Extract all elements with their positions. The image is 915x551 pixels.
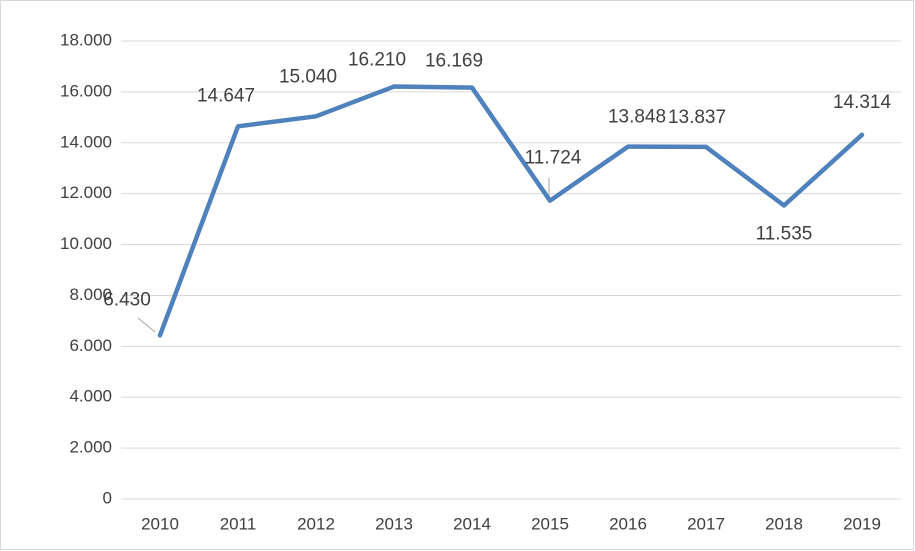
x-tick-label: 2010 xyxy=(141,514,179,533)
data-label: 16.169 xyxy=(425,51,483,72)
y-tick-label: 4.000 xyxy=(69,387,112,406)
data-label: 15.040 xyxy=(279,66,337,87)
x-tick-label: 2014 xyxy=(453,514,491,533)
y-tick-label: 12.000 xyxy=(60,183,112,202)
leader-line xyxy=(137,317,156,333)
y-tick-label: 10.000 xyxy=(60,234,112,253)
y-tick-label: 16.000 xyxy=(60,81,112,100)
y-tick-label: 2.000 xyxy=(69,438,112,457)
data-label: 13.837 xyxy=(668,107,726,128)
x-tick-label: 2016 xyxy=(609,514,647,533)
y-tick-label: 8.000 xyxy=(69,285,112,304)
x-tick-label: 2012 xyxy=(297,514,335,533)
x-tick-label: 2011 xyxy=(220,514,257,533)
x-tick-label: 2013 xyxy=(375,514,413,533)
y-tick-label: 6.000 xyxy=(69,336,112,355)
data-label: 16.210 xyxy=(348,50,406,71)
data-label: 11.535 xyxy=(756,224,813,245)
data-label: 11.724 xyxy=(525,148,582,169)
x-tick-label: 2017 xyxy=(687,514,725,533)
data-line xyxy=(157,84,865,338)
data-label: 14.314 xyxy=(833,92,892,113)
y-tick-label: 0 xyxy=(103,488,112,507)
x-tick-label: 2015 xyxy=(531,514,569,533)
data-label: 13.848 xyxy=(608,107,666,128)
data-label: 6.430 xyxy=(103,289,151,310)
x-tick-label: 2019 xyxy=(843,514,881,533)
y-tick-label: 14.000 xyxy=(60,132,112,151)
data-label: 14.647 xyxy=(197,85,255,106)
x-tick-label: 2018 xyxy=(765,514,803,533)
y-tick-label: 18.000 xyxy=(60,30,112,49)
